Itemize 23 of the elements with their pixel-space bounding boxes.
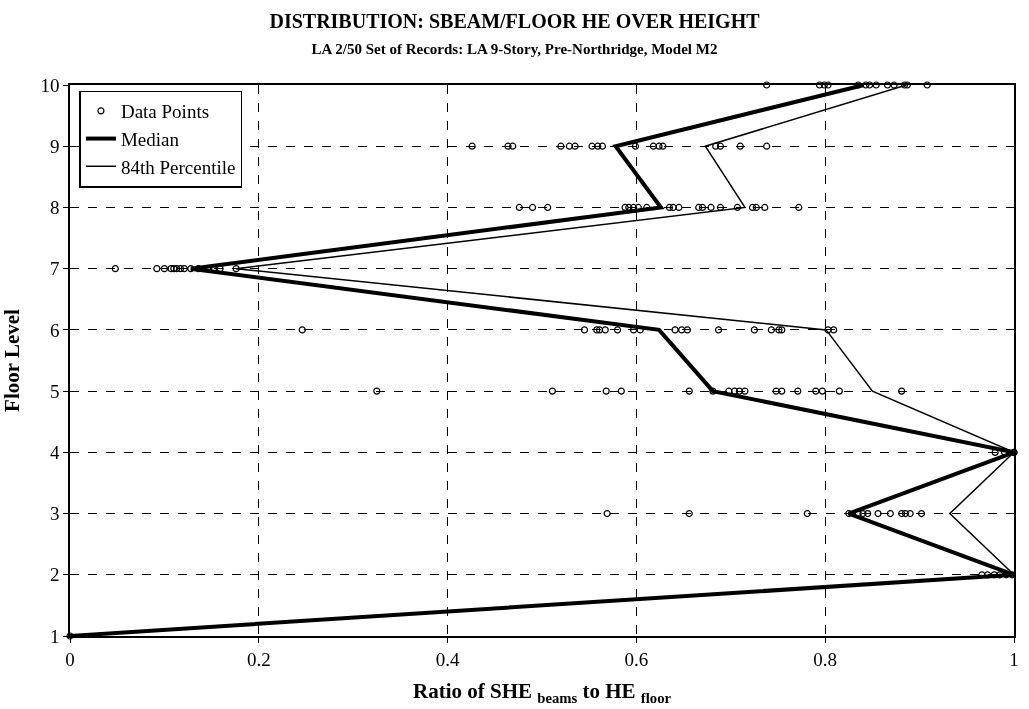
x-tick-label: 0.6 bbox=[624, 648, 649, 670]
x-axis-title: Ratio of SHE $_{beams}$ to HE $_{floor}$ bbox=[412, 679, 672, 706]
y-tick-label: 8 bbox=[49, 197, 60, 219]
y-tick-label: 9 bbox=[49, 135, 60, 157]
chart-title: DISTRIBUTION: SBEAM/FLOOR HE OVER HEIGHT bbox=[269, 10, 761, 33]
y-tick-label: 2 bbox=[49, 564, 60, 586]
x-tick-label: 0.2 bbox=[246, 648, 271, 670]
legend-label: Median bbox=[120, 128, 180, 150]
x-tick-label: 0.8 bbox=[813, 648, 838, 670]
x-tick-label: 0 bbox=[65, 648, 75, 670]
x-tick-label: 1 bbox=[1009, 648, 1019, 670]
y-tick-label: 6 bbox=[49, 319, 60, 341]
y-tick-label: 3 bbox=[49, 503, 60, 525]
y-axis-title: Floor Level bbox=[0, 308, 25, 412]
y-tick-label: 5 bbox=[49, 380, 60, 402]
y-tick-label: 7 bbox=[49, 258, 60, 280]
chart-subtitle: LA 2/50 Set of Records: LA 9-Story, Pre-Northridge, Model M2 bbox=[311, 41, 718, 58]
x-tick-label: 0.4 bbox=[435, 648, 460, 670]
y-tick-label: 10 bbox=[40, 74, 60, 96]
y-tick-label: 4 bbox=[49, 441, 60, 463]
y-tick-label: 1 bbox=[49, 625, 60, 647]
legend-label: 84th Percentile bbox=[120, 156, 236, 178]
legend-label: Data Points bbox=[120, 101, 210, 123]
